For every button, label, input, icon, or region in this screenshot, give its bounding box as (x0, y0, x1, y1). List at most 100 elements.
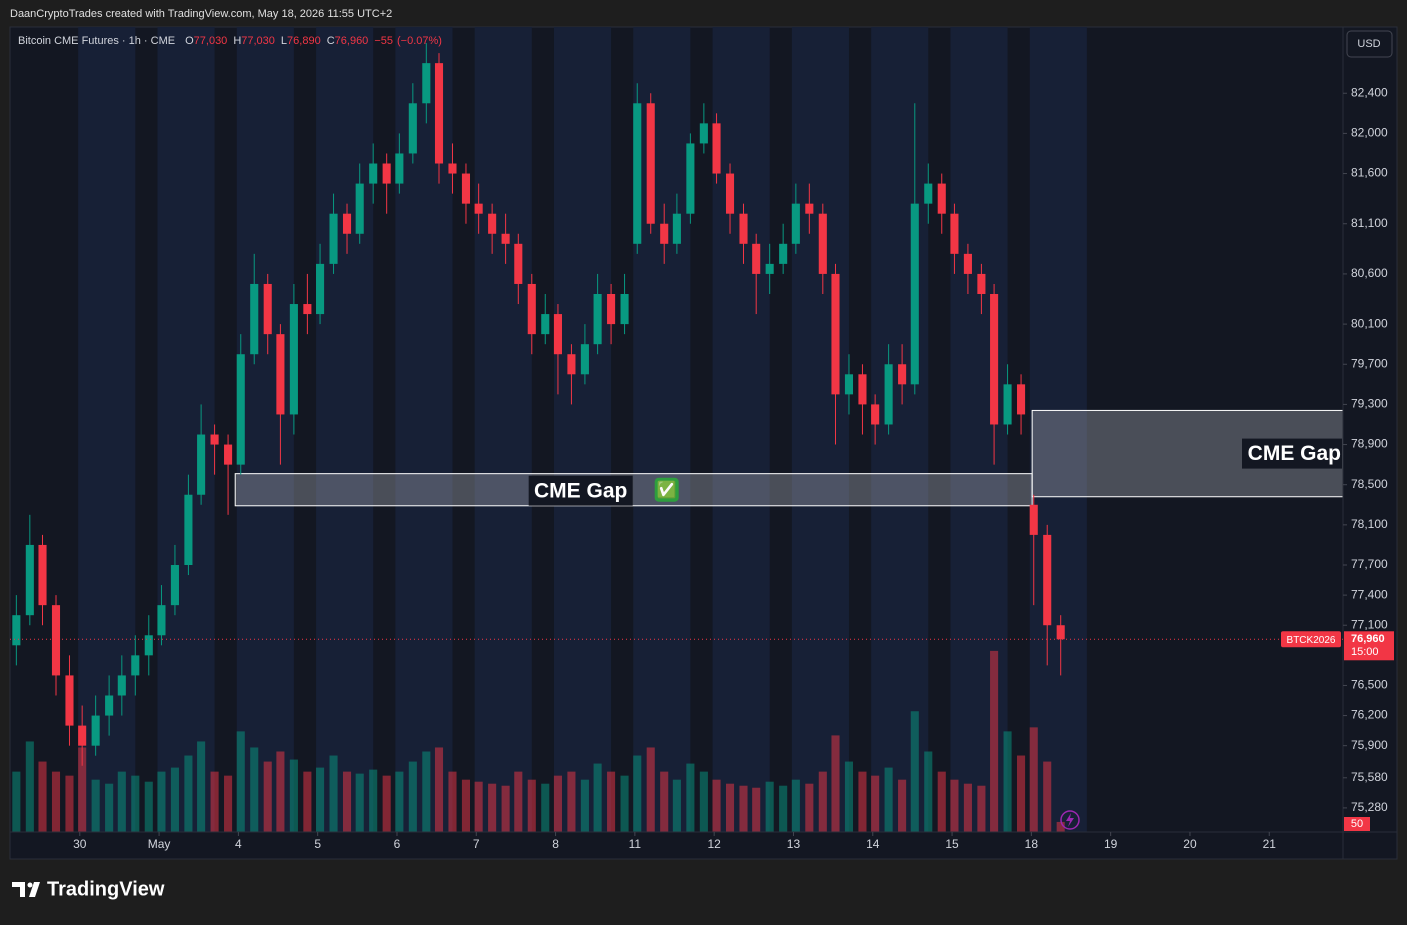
volume-bar (369, 769, 378, 832)
candle-body (263, 283, 272, 335)
volume-bar (765, 781, 774, 832)
legend: Bitcoin CME Futures · 1h · CME O77,030 H77… (18, 35, 442, 47)
volume-bar (977, 785, 986, 832)
volume-bar (236, 731, 245, 832)
candle-body (699, 123, 708, 144)
volume-bar (38, 761, 47, 832)
volume-bar (501, 785, 510, 832)
volume-bar (434, 747, 444, 832)
candle-body (369, 163, 378, 184)
candle-body (184, 494, 193, 566)
legend-value: 77,030 (194, 35, 228, 47)
volume-bar (712, 779, 721, 832)
volume-bar (818, 771, 827, 832)
volume-bar (672, 779, 681, 832)
currency-button[interactable] (1346, 30, 1393, 58)
logo-part (29, 882, 40, 897)
candle-body (131, 655, 140, 676)
session-band (316, 27, 374, 832)
candle-body (990, 293, 999, 425)
legend-change-pct: (−0.07%) (397, 35, 442, 47)
candle-body (329, 213, 338, 264)
volume-bar (620, 775, 629, 832)
gap-label-bg (528, 475, 633, 506)
y-tick-label: 81,600 (1351, 166, 1388, 180)
y-tick-label: 77,400 (1351, 587, 1388, 601)
candle-body (1017, 384, 1026, 415)
x-tick-label: May (148, 837, 171, 851)
candle-body (434, 63, 444, 164)
session-bands (78, 27, 1087, 832)
candle-body (818, 213, 827, 274)
volume-bar (1056, 821, 1065, 832)
candle-body (1043, 534, 1052, 626)
candle-body (646, 103, 655, 224)
legend-value: 77,030 (241, 35, 275, 47)
legend-key: H (233, 35, 241, 47)
candle-body (963, 253, 972, 274)
volume-bar (910, 711, 919, 832)
y-tick-label: 76,200 (1351, 708, 1388, 722)
volume-bar (91, 779, 100, 832)
candle-body (620, 293, 629, 325)
candle-body (607, 293, 616, 325)
volume-tag: 50 (1351, 818, 1363, 830)
brand-logo (12, 882, 40, 897)
y-tick-label: 78,100 (1351, 517, 1388, 531)
volume-bar (514, 771, 523, 832)
candle-body (924, 183, 933, 204)
volume-bar (382, 775, 391, 832)
legend-key: O (185, 35, 194, 47)
x-tick-label: 21 (1263, 837, 1277, 851)
logo-part (12, 882, 25, 897)
session-band (950, 27, 1008, 832)
candle-body (712, 123, 721, 174)
candle-body (197, 434, 206, 495)
y-tick-label: 81,100 (1351, 216, 1388, 230)
candle-body (117, 675, 126, 696)
volume-bar (144, 781, 153, 832)
candle-body (791, 203, 800, 244)
y-tick-label: 75,280 (1351, 800, 1388, 814)
volume-bar (686, 763, 695, 832)
candle-body (78, 725, 87, 746)
brand-name: TradingView (47, 878, 165, 900)
volume-bar (78, 747, 87, 832)
legend-key: L (281, 35, 287, 47)
candle-body (289, 304, 298, 415)
candle-body (276, 334, 285, 415)
volume-bar (1043, 761, 1052, 832)
y-tick-label: 80,100 (1351, 316, 1388, 330)
x-tick-label: 5 (314, 837, 321, 851)
candle-body (461, 173, 471, 204)
y-tick-label: 75,900 (1351, 738, 1388, 752)
credit: DaanCryptoTrades created with TradingVie… (10, 8, 392, 20)
candle-body (898, 364, 907, 385)
session-band (633, 27, 691, 832)
volume-bar (210, 771, 219, 832)
volume-bar (488, 783, 497, 832)
candle-body (910, 203, 919, 385)
candle-body (395, 153, 404, 184)
x-tick-label: 14 (866, 837, 880, 851)
session-band (1029, 27, 1087, 832)
candle-body (871, 404, 880, 425)
lightning-icon[interactable] (1060, 810, 1080, 830)
candle-body (170, 565, 179, 606)
candle-body (660, 223, 669, 244)
candle-body (672, 213, 681, 244)
volume-bar (448, 771, 457, 832)
volume-bar (593, 763, 602, 832)
volume-bar (805, 783, 814, 832)
volume-bar (937, 771, 946, 832)
session-band (712, 27, 770, 832)
gap-box (234, 473, 1033, 507)
candle-body (448, 163, 457, 174)
y-tick-label: 76,500 (1351, 678, 1388, 692)
session-band (395, 27, 453, 832)
candle-body (342, 213, 352, 234)
y-tick-label: 80,600 (1351, 266, 1388, 280)
symbol: Bitcoin CME Futures · 1h · CME (18, 35, 175, 47)
volume-bar (263, 761, 272, 832)
